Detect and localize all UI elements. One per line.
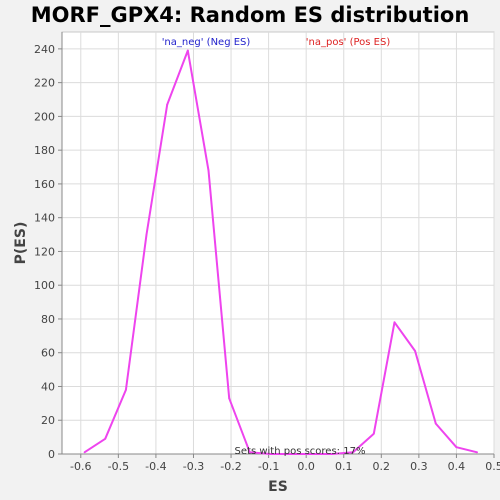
legend: 'na_neg' (Neg ES) 'na_pos' (Pos ES) — [162, 37, 391, 48]
x-axis-label: ES — [268, 479, 288, 495]
data-point — [455, 446, 458, 449]
annotation: Sets with pos scores: 17% — [235, 446, 366, 457]
x-tick-label: -0.4 — [145, 460, 166, 473]
data-point — [393, 321, 396, 324]
data-point — [434, 422, 437, 425]
x-tick-label: -0.3 — [183, 460, 204, 473]
data-point — [414, 350, 417, 352]
x-tick-label: -0.6 — [70, 460, 91, 473]
data-point — [248, 451, 251, 454]
legend-entry: 'na_pos' (Pos ES) — [306, 37, 391, 48]
plot-area — [61, 31, 495, 455]
series-layer — [83, 49, 478, 455]
series-line — [83, 49, 478, 455]
y-tick-label: 0 — [48, 448, 55, 461]
y-tick-label: 20 — [41, 414, 55, 427]
y-tick-label: 200 — [34, 110, 55, 123]
x-tick-label: 0.3 — [410, 460, 428, 473]
x-tick-label: -0.5 — [108, 460, 129, 473]
data-point — [228, 397, 231, 400]
legend-entry: 'na_neg' (Neg ES) — [162, 37, 251, 48]
data-point — [290, 453, 293, 455]
y-axis-label: P(ES) — [13, 222, 29, 265]
data-point — [186, 49, 189, 52]
data-point — [124, 388, 127, 391]
x-tick-label: -0.2 — [220, 460, 241, 473]
y-tick-label: 120 — [34, 245, 55, 258]
y-tick-label: 180 — [34, 144, 55, 157]
data-point — [269, 453, 272, 455]
y-tick-label: 100 — [34, 279, 55, 292]
data-point — [207, 169, 210, 172]
data-point — [104, 437, 107, 440]
y-tick-label: 160 — [34, 178, 55, 191]
y-tick-label: 140 — [34, 212, 55, 225]
y-tick-label: 40 — [41, 380, 55, 393]
y-tick-label: 240 — [34, 43, 55, 56]
y-tick-label: 220 — [34, 77, 55, 90]
data-point — [352, 451, 355, 454]
y-tick-label: 60 — [41, 347, 55, 360]
x-tick-label: 0.1 — [335, 460, 353, 473]
data-point — [310, 453, 313, 455]
x-tick-label: 0.0 — [297, 460, 315, 473]
x-tick-label: 0.5 — [485, 460, 500, 473]
x-tick-label: 0.4 — [448, 460, 466, 473]
data-point — [476, 451, 478, 454]
data-point — [166, 103, 169, 106]
x-tick-label: 0.2 — [373, 460, 391, 473]
data-point — [372, 432, 375, 435]
x-tick-label: -0.1 — [258, 460, 279, 473]
chart-title: MORF_GPX4: Random ES distribution — [31, 3, 470, 27]
data-point — [145, 233, 148, 236]
data-point — [83, 451, 86, 454]
data-point — [331, 453, 334, 455]
y-tick-label: 80 — [41, 313, 55, 326]
